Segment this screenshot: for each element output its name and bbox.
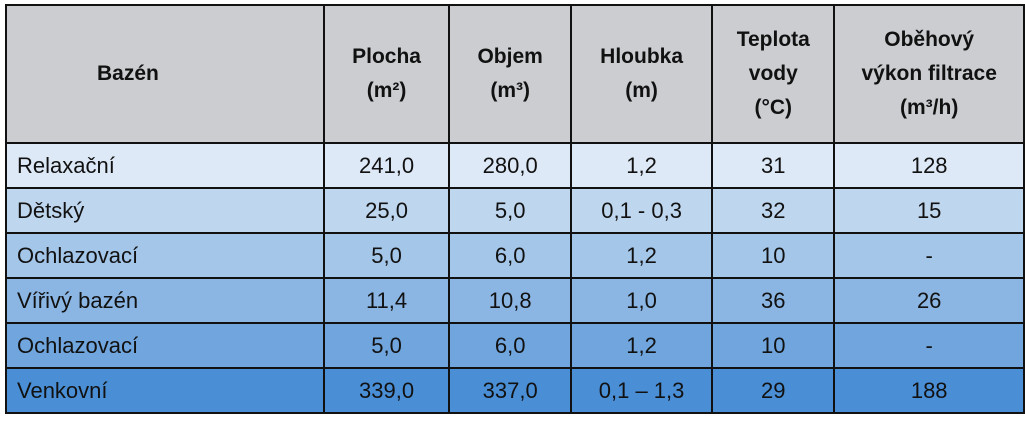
table-cell: 6,0 <box>448 232 572 279</box>
table-cell: Venkovní <box>5 367 325 414</box>
table-cell: 280,0 <box>448 142 572 189</box>
table-cell: Relaxační <box>5 142 325 189</box>
table-cell: 337,0 <box>448 367 572 414</box>
header-text: Hloubka <box>600 45 684 68</box>
table-cell: 36 <box>711 277 836 324</box>
table-cell: 31 <box>711 142 836 189</box>
table-cell: 29 <box>711 367 836 414</box>
header-row: Bazén Plocha (m²) Objem (m³) Hloubka (m) Teplot… <box>5 4 1025 144</box>
header-text: (°C) <box>754 96 793 119</box>
table-cell: 10 <box>711 232 836 279</box>
table-cell: 1,0 <box>569 277 714 324</box>
table-row: Venkovní 339,0 337,0 0,1 – 1,3 29 188 <box>5 367 1025 414</box>
table-cell: 339,0 <box>322 367 451 414</box>
header-text: (m³/h) <box>900 96 959 119</box>
header-text: (m³) <box>490 79 530 102</box>
table-cell: 15 <box>833 187 1025 234</box>
table-cell: Ochlazovací <box>5 232 325 279</box>
table-cell: 1,2 <box>569 232 714 279</box>
table-cell: 0,1 - 0,3 <box>569 187 714 234</box>
table-cell: 10,8 <box>448 277 572 324</box>
table-cell: Ochlazovací <box>5 322 325 369</box>
header-text: výkon filtrace <box>861 62 997 85</box>
table-cell: 5,0 <box>448 187 572 234</box>
table-cell: 5,0 <box>322 232 451 279</box>
table-row: Ochlazovací 5,0 6,0 1,2 10- <box>5 232 1025 279</box>
header-text: Oběhový <box>884 28 975 51</box>
header-cell: Plocha (m²) <box>322 4 451 144</box>
header-cell: Oběhový výkon filtrace (m³/h) <box>833 4 1025 144</box>
table-cell: - <box>833 232 1025 279</box>
header-text: Teplota <box>736 28 810 51</box>
table-row: Ochlazovací 5,0 6,0 1,2 10- <box>5 322 1025 369</box>
table-cell: 5,0 <box>322 322 451 369</box>
table-cell: 1,2 <box>569 322 714 369</box>
table-cell: 128 <box>833 142 1025 189</box>
table-row: Dětský 25,0 5,0 0,1 - 0,3 32 15 <box>5 187 1025 234</box>
header-cell: Hloubka (m) <box>569 4 714 144</box>
table-cell: 32 <box>711 187 836 234</box>
table-row: Vířivý bazén 11,4 10,8 1,0 36 26 <box>5 277 1025 324</box>
table-cell: 26 <box>833 277 1025 324</box>
table-row: Relaxační 241,0 280,0 1,2 31 128 <box>5 142 1025 189</box>
header-cell: Objem (m³) <box>448 4 572 144</box>
table-cell: Vířivý bazén <box>5 277 325 324</box>
table-cell: 1,2 <box>569 142 714 189</box>
header-cell: Teplota vody (°C) <box>711 4 836 144</box>
table-cell: 25,0 <box>322 187 451 234</box>
header-text: Bazén <box>97 62 159 85</box>
table-cell: - <box>833 322 1025 369</box>
pool-table: Bazén Plocha (m²) Objem (m³) Hloubka (m) Teplot… <box>5 4 1025 414</box>
table-cell: 241,0 <box>322 142 451 189</box>
header-text: vody <box>748 62 798 85</box>
table-cell: 6,0 <box>448 322 572 369</box>
header-text: (m²) <box>366 79 407 102</box>
header-text: Objem <box>477 45 543 68</box>
table-cell: 188 <box>833 367 1025 414</box>
header-text: (m) <box>625 79 658 102</box>
table-cell: 10 <box>711 322 836 369</box>
table-cell: Dětský <box>5 187 325 234</box>
table-cell: 0,1 – 1,3 <box>569 367 714 414</box>
table-cell: 11,4 <box>322 277 451 324</box>
header-text: Plocha <box>352 45 421 68</box>
header-cell: Bazén <box>5 4 325 144</box>
